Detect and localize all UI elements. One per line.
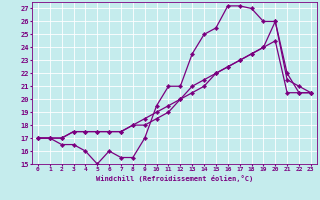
X-axis label: Windchill (Refroidissement éolien,°C): Windchill (Refroidissement éolien,°C) (96, 175, 253, 182)
